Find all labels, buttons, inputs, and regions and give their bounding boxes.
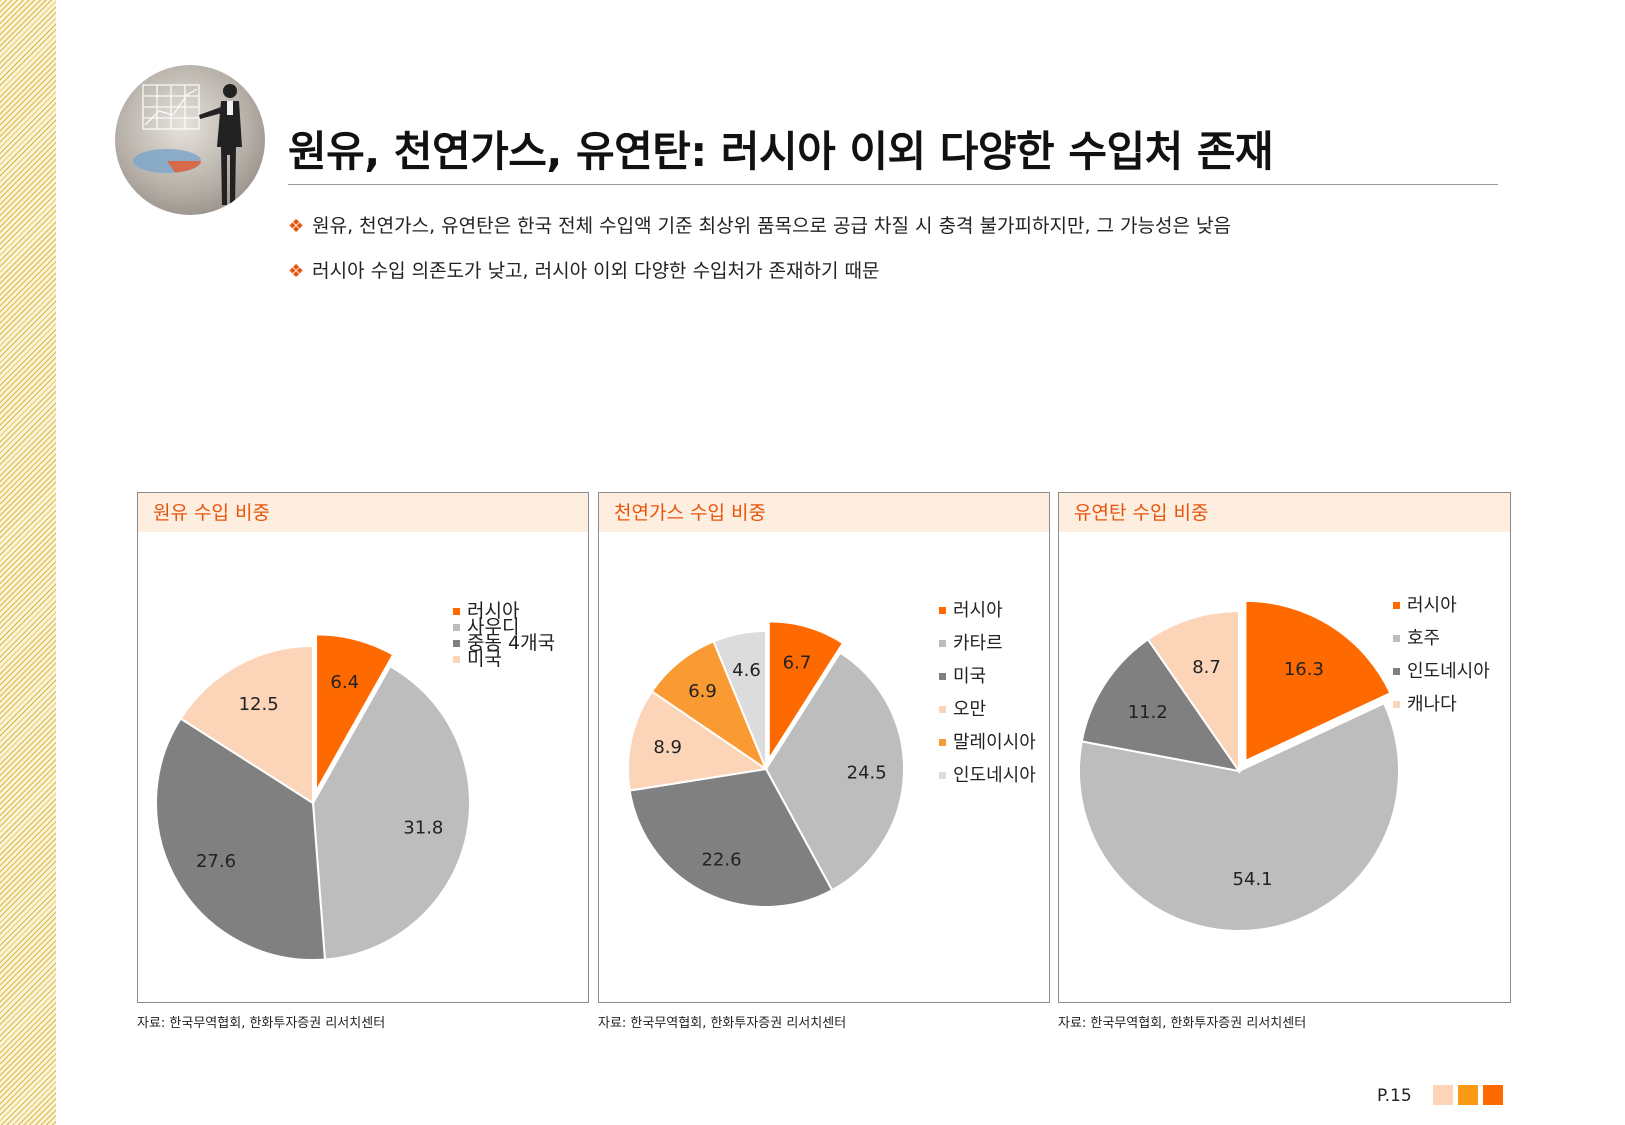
presenter-illustration <box>133 84 242 205</box>
legend-label: 호주 <box>1407 628 1440 649</box>
slice-value-label: 8.9 <box>653 737 682 758</box>
pie-slice-5 <box>650 640 769 772</box>
pie-slice-2 <box>311 664 471 961</box>
legend-label: 러시아 <box>1407 595 1457 616</box>
legend-label: 오만 <box>953 699 986 720</box>
bullet-text-1: 원유, 천연가스, 유연탄은 한국 전체 수입액 기준 최상위 품목으로 공급 … <box>312 215 1231 237</box>
legend-swatch <box>453 656 460 663</box>
chart-panel-crude-oil: 원유 수입 비중 6.4 31.8 27.6 12.5 러시아 사우디 중동 4개국 미국 <box>137 492 589 1003</box>
slice-value-label: 12.5 <box>239 694 279 715</box>
pie-slice-4 <box>627 690 769 792</box>
legend-label: 인도네시아 <box>953 765 1036 786</box>
decorative-square <box>1458 1085 1478 1105</box>
slice-value-label: 16.3 <box>1284 659 1324 680</box>
legend-swatch <box>1393 701 1400 708</box>
bullet-diamond-icon: ❖ <box>288 261 305 282</box>
bullet-diamond-icon: ❖ <box>288 216 305 237</box>
pie-slice-1 <box>315 633 395 796</box>
pie-slice-3 <box>628 767 834 908</box>
slice-value-label: 11.2 <box>1128 702 1168 723</box>
slice-value-label: 54.1 <box>1233 869 1273 890</box>
bullet-item-1: ❖ 원유, 천연가스, 유연탄은 한국 전체 수입액 기준 최상위 품목으로 공급… <box>288 211 1231 238</box>
title-divider <box>288 184 1498 185</box>
page-title: 원유, 천연가스, 유연탄: 러시아 이외 다양한 수입처 존재 <box>288 127 1274 176</box>
chart-source-note: 자료: 한국무역협회, 한화투자증권 리서치센터 <box>137 1016 386 1031</box>
legend-swatch <box>939 640 946 647</box>
legend-swatch <box>939 739 946 746</box>
legend-label: 미국 <box>467 648 502 670</box>
slice-value-label: 6.7 <box>783 653 812 674</box>
legend-swatch <box>453 640 460 647</box>
legend-label: 말레이시아 <box>953 732 1036 753</box>
chart-title: 천연가스 수입 비중 <box>599 493 1049 532</box>
bullet-text-2: 러시아 수입 의존도가 낮고, 러시아 이외 다양한 수입처가 존재하기 때문 <box>312 260 880 282</box>
page-number: P.15 <box>1377 1086 1412 1106</box>
pie-slice-1 <box>767 620 845 763</box>
pie-slice-6 <box>712 629 767 770</box>
slice-value-label: 31.8 <box>403 818 443 839</box>
legend-label: 러시아 <box>467 600 519 622</box>
legend-label: 러시아 <box>953 600 1003 621</box>
chart-title: 원유 수입 비중 <box>138 493 588 532</box>
slice-value-label: 24.5 <box>847 762 887 783</box>
slice-value-label: 22.6 <box>701 849 741 870</box>
legend-swatch <box>1393 602 1400 609</box>
pie-slice-1 <box>1244 599 1392 763</box>
pie-slice-3 <box>1080 638 1242 773</box>
pie-slice-4 <box>179 644 314 805</box>
decorative-square <box>1483 1085 1503 1105</box>
legend-swatch <box>453 608 460 615</box>
legend-swatch <box>939 772 946 779</box>
slice-value-label: 6.4 <box>330 672 359 693</box>
slice-value-label: 4.6 <box>732 660 761 681</box>
legend-swatch <box>939 607 946 614</box>
legend-swatch <box>1393 635 1400 642</box>
bullet-item-2: ❖ 러시아 수입 의존도가 낮고, 러시아 이외 다양한 수입처가 존재하기 때문 <box>288 256 879 283</box>
legend-label: 인도네시아 <box>1407 661 1490 682</box>
legend-label: 캐나다 <box>1407 694 1457 715</box>
legend-swatch <box>1393 668 1400 675</box>
pie-slice-3 <box>155 717 327 961</box>
slice-value-label: 27.6 <box>196 851 236 872</box>
legend-label: 카타르 <box>953 633 1003 654</box>
chart-source-note: 자료: 한국무역협회, 한화투자증권 리서치센터 <box>1058 1016 1307 1031</box>
legend-swatch <box>939 673 946 680</box>
slice-value-label: 6.9 <box>688 681 717 702</box>
decorative-stripe <box>0 0 56 1125</box>
legend-label: 미국 <box>953 666 986 687</box>
legend-swatch <box>939 706 946 713</box>
chart-title: 유연탄 수입 비중 <box>1059 493 1510 532</box>
chart-source-note: 자료: 한국무역협회, 한화투자증권 리서치센터 <box>598 1016 847 1031</box>
legend-label: 중동 4개국 <box>467 632 555 654</box>
header-illustration <box>115 65 265 215</box>
decorative-square <box>1433 1085 1453 1105</box>
legend-swatch <box>453 624 460 631</box>
legend-label: 사우디 <box>467 616 519 638</box>
slice-value-label: 8.7 <box>1192 657 1221 678</box>
pie-slice-4 <box>1146 609 1240 775</box>
pie-slice-2 <box>1078 702 1400 932</box>
